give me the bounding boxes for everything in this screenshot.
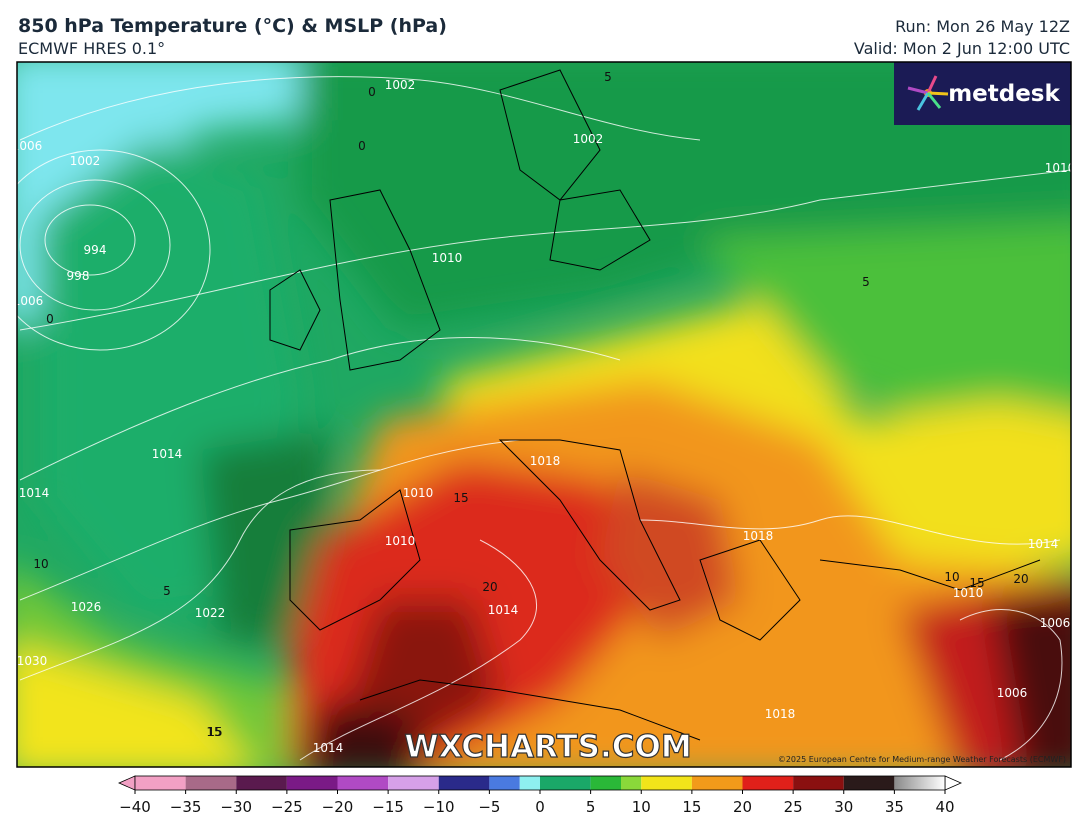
colorbar-end-low bbox=[118, 775, 136, 791]
colorbar-tick-label: 0 bbox=[535, 798, 545, 816]
contour-label: 15 bbox=[206, 725, 221, 739]
logo-icon bbox=[907, 75, 949, 111]
colorbar-tick-label: 40 bbox=[935, 798, 954, 816]
subtitle: ECMWF HRES 0.1° bbox=[18, 39, 165, 58]
contour-label: 10 bbox=[33, 557, 48, 571]
colorbar-tick-label: 10 bbox=[632, 798, 651, 816]
contour-label: 1010 bbox=[1045, 161, 1076, 175]
map-area: 1002 0 0 5 1002 1006 1002 994 998 1006 0… bbox=[12, 62, 1076, 767]
contour-label: 998 bbox=[67, 269, 90, 283]
colorbar-segment bbox=[489, 776, 520, 790]
colorbar-tick-label: −20 bbox=[322, 798, 354, 816]
colorbar-tick-label: −40 bbox=[119, 798, 151, 816]
colorbar-segment bbox=[185, 776, 237, 790]
colorbar-tick-label: −5 bbox=[478, 798, 500, 816]
colorbar-segment bbox=[337, 776, 389, 790]
colorbar-segment bbox=[641, 776, 692, 790]
colorbar-end-high bbox=[944, 775, 962, 791]
colorbar-segment bbox=[793, 776, 844, 790]
contour-label: 1018 bbox=[765, 707, 796, 721]
contour-label: 5 bbox=[163, 584, 171, 598]
contour-label: 1010 bbox=[953, 586, 984, 600]
colorbar-segment bbox=[438, 776, 490, 790]
contour-label: 1002 bbox=[70, 154, 101, 168]
colorbar-tick-label: −15 bbox=[372, 798, 404, 816]
contour-label: 1014 bbox=[152, 447, 183, 461]
contour-label: 0 bbox=[46, 312, 54, 326]
isobars bbox=[17, 76, 1071, 761]
contour-label: 1006 bbox=[12, 139, 43, 153]
colorbar-tick-label: −25 bbox=[271, 798, 303, 816]
contour-label: 1030 bbox=[17, 654, 48, 668]
contour-label: 0 bbox=[358, 139, 366, 153]
run-time: Run: Mon 26 May 12Z bbox=[895, 17, 1070, 36]
logo-text: metdesk bbox=[948, 81, 1060, 107]
contour-label: 1014 bbox=[488, 603, 519, 617]
contour-label: 1014 bbox=[313, 741, 344, 755]
contour-label: 5 bbox=[862, 275, 870, 289]
contour-label: 1002 bbox=[385, 78, 416, 92]
colorbar-tick-label: 5 bbox=[586, 798, 596, 816]
logo-box bbox=[894, 62, 1071, 125]
colorbar-tick-label: 30 bbox=[834, 798, 853, 816]
contour-label: 1006 bbox=[997, 686, 1028, 700]
colorbar-segment bbox=[742, 776, 794, 790]
colorbar-tick-label: 15 bbox=[682, 798, 701, 816]
contour-label: 1014 bbox=[1028, 537, 1059, 551]
map-frame bbox=[16, 61, 1072, 768]
contour-label: 1010 bbox=[403, 486, 434, 500]
contour-label: 1018 bbox=[530, 454, 561, 468]
contour-label: 0 bbox=[368, 85, 376, 99]
colorbar-segment bbox=[894, 776, 945, 790]
colorbar-segment bbox=[621, 776, 642, 790]
colorbar-tick-label: 25 bbox=[784, 798, 803, 816]
contour-label: 1022 bbox=[195, 606, 226, 620]
contour-label: 15 bbox=[207, 725, 222, 739]
watermark: WXCHARTS.COM bbox=[404, 729, 691, 765]
contour-label: 1006 bbox=[13, 294, 44, 308]
contour-label: 1010 bbox=[385, 534, 416, 548]
colorbar: −40 −35 −30 −25 −20 −15 −10 −5 0 5 10 15 20 25 30 35 40 bbox=[118, 775, 962, 816]
colorbar-tick-label: −35 bbox=[170, 798, 202, 816]
contour-label: 1006 bbox=[1040, 616, 1071, 630]
contour-label: 20 bbox=[1013, 572, 1028, 586]
colorbar-segment bbox=[843, 776, 895, 790]
copyright: ©2025 European Centre for Medium-range W… bbox=[778, 755, 1066, 764]
colorbar-tick-label: −30 bbox=[220, 798, 252, 816]
contour-label: 1002 bbox=[573, 132, 604, 146]
contour-label: 5 bbox=[604, 70, 612, 84]
contour-label: 1026 bbox=[71, 600, 102, 614]
colorbar-segment bbox=[691, 776, 743, 790]
contour-label: 1010 bbox=[432, 251, 463, 265]
colorbar-segment bbox=[135, 776, 186, 790]
contour-labels: 1002 0 0 5 1002 1006 1002 994 998 1006 0… bbox=[12, 70, 1076, 755]
colorbar-segment bbox=[388, 776, 439, 790]
colorbar-segment bbox=[590, 776, 621, 790]
colorbar-segment bbox=[286, 776, 338, 790]
contour-label: 1018 bbox=[743, 529, 774, 543]
colorbar-tick-label: −10 bbox=[423, 798, 455, 816]
contour-label: 15 bbox=[969, 576, 984, 590]
title: 850 hPa Temperature (°C) & MSLP (hPa) bbox=[18, 15, 447, 37]
colorbar-segment bbox=[519, 776, 540, 790]
colorbar-segment bbox=[540, 776, 591, 790]
coastlines bbox=[269, 69, 1041, 741]
colorbar-tick-label: 20 bbox=[733, 798, 752, 816]
colorbar-segment bbox=[236, 776, 287, 790]
contour-label: 1014 bbox=[19, 486, 50, 500]
contour-label: 10 bbox=[944, 570, 959, 584]
valid-time: Valid: Mon 2 Jun 12:00 UTC bbox=[854, 39, 1070, 58]
colorbar-tick-label: 35 bbox=[885, 798, 904, 816]
contour-label: 20 bbox=[482, 580, 497, 594]
contour-label: 994 bbox=[84, 243, 107, 257]
contour-label: 15 bbox=[453, 491, 468, 505]
